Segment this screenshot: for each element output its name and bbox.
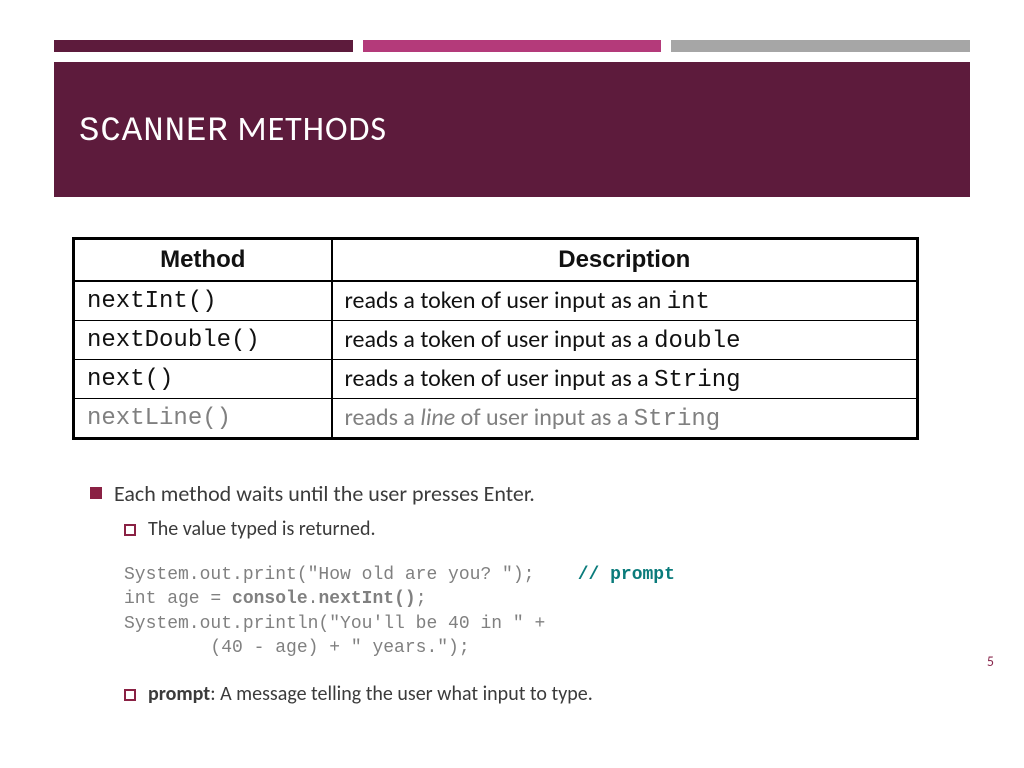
table-row: nextInt()reads a token of user input as … [74,281,918,321]
page-title: SCANNER METHODS [79,109,387,151]
bar-gray [671,40,970,52]
code-line-2a: int age = [124,589,232,609]
title-band: SCANNER METHODS [54,62,970,197]
method-description: reads a token of user input as an int [332,281,918,321]
code-semi: ; [416,589,427,609]
code-line-1a: System.out.print("How old are you? "); [124,565,578,585]
page-number: 5 [987,653,994,670]
code-console: console [232,589,308,609]
code-line-4: (40 - age) + " years."); [124,638,470,658]
title-rest: METHODS [229,109,387,150]
bar-mid [363,40,662,52]
title-mono: SCANNER [79,113,229,151]
code-comment: // prompt [578,565,675,585]
bullet-icon [124,524,136,536]
col-header-method: Method [74,239,332,282]
table-row: nextLine()reads a line of user input as … [74,399,918,439]
method-name: nextInt() [74,281,332,321]
content-area: Each method waits until the user presses… [90,480,960,716]
bullet-3: prompt: A message telling the user what … [124,682,960,706]
table-row: next()reads a token of user input as a S… [74,360,918,399]
bullet-2-text: The value typed is returned. [148,517,376,541]
bullet-icon [124,689,136,701]
method-name: nextDouble() [74,321,332,360]
method-description: reads a token of user input as a String [332,360,918,399]
table-row: nextDouble()reads a token of user input … [74,321,918,360]
bullet-icon [90,487,102,499]
code-nextint: nextInt() [318,589,415,609]
bullet-1-text: Each method waits until the user presses… [114,480,535,507]
table: Method Description nextInt()reads a toke… [72,237,919,440]
methods-table: Method Description nextInt()reads a toke… [72,237,919,440]
col-header-description: Description [332,239,918,282]
method-name: nextLine() [74,399,332,439]
bullet-1: Each method waits until the user presses… [90,480,960,507]
bullet-3-text: prompt: A message telling the user what … [148,682,593,706]
method-description: reads a line of user input as a String [332,399,918,439]
bar-primary [54,40,353,52]
code-sample: System.out.print("How old are you? "); /… [124,563,960,660]
bullet-2: The value typed is returned. [124,517,960,541]
table-header-row: Method Description [74,239,918,282]
slide: SCANNER METHODS Method Description nextI… [0,0,1024,768]
code-line-3: System.out.println("You'll be 40 in " + [124,614,545,634]
prompt-term: prompt [148,682,210,706]
prompt-rest: : A message telling the user what input … [210,682,593,706]
top-decorative-bars [54,40,970,52]
method-description: reads a token of user input as a double [332,321,918,360]
code-dot: . [308,589,319,609]
method-name: next() [74,360,332,399]
